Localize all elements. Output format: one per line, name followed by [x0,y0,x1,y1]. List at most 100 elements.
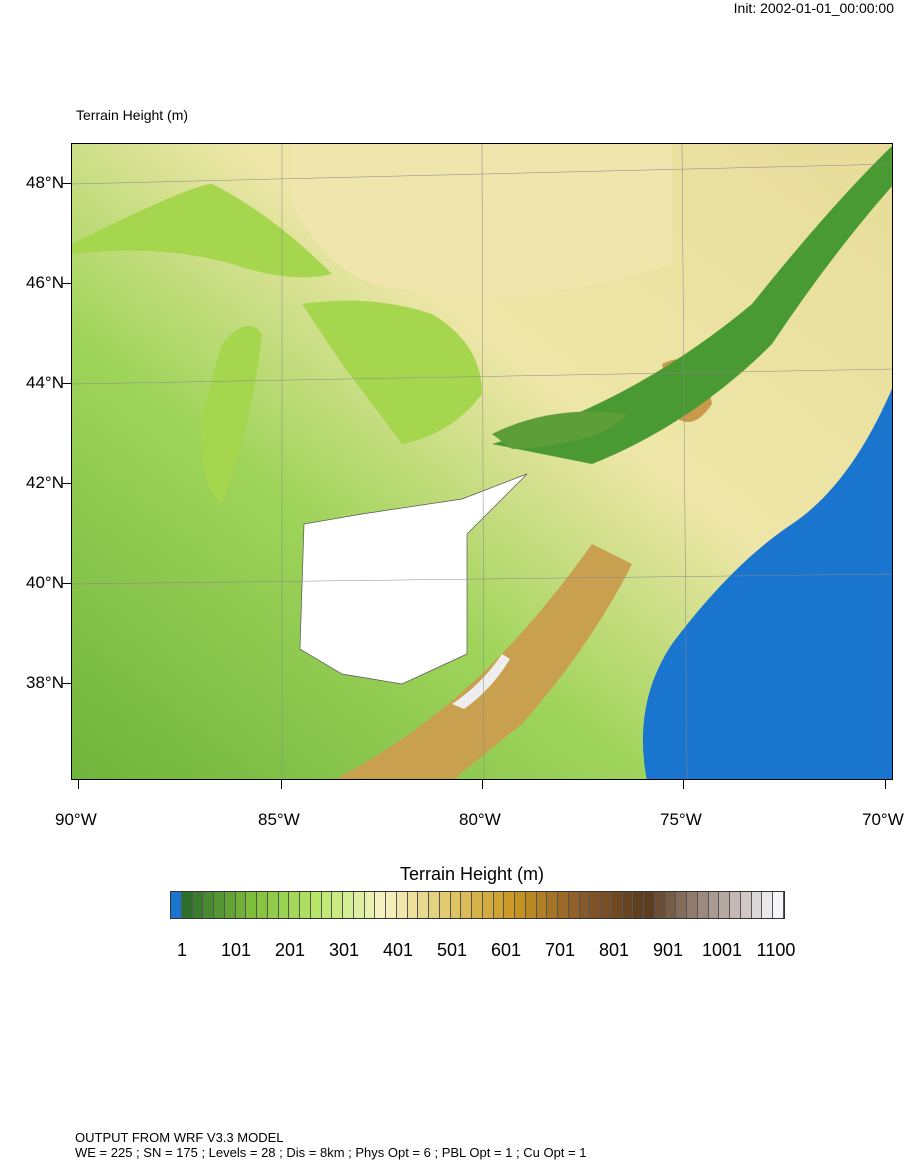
colorbar-box [472,892,483,918]
colorbar-box [310,892,322,918]
footer-model: OUTPUT FROM WRF V3.3 MODEL [75,1130,284,1145]
lat-label: 46°N [26,273,64,292]
colorbar-box [762,892,773,918]
terrain-map [71,143,893,780]
colorbar-box [407,892,419,918]
colorbar-box [740,892,752,918]
colorbar-label: 1001 [701,940,743,960]
colorbar-box [751,892,763,918]
lat-tick [62,283,71,284]
lon-label: 75°W [660,810,702,829]
colorbar-box [525,892,537,918]
footer-config: WE = 225 ; SN = 175 ; Levels = 28 ; Dis … [75,1145,587,1160]
lat-label: 42°N [26,473,64,492]
colorbar-box [375,892,386,918]
lon-tick [885,780,886,789]
colorbar-box [773,892,784,918]
colorbar-box [224,892,236,918]
colorbar-box [579,892,591,918]
colorbar-box [257,892,268,918]
appalachian-peak [452,654,510,709]
footer: OUTPUT FROM WRF V3.3 MODEL WE = 225 ; SN… [75,1130,586,1160]
colorbar-label: 201 [274,940,306,960]
colorbar-box [461,892,472,918]
colorbar-box [181,892,193,918]
lon-label: 80°W [459,810,501,829]
colorbar-box [235,892,247,918]
colorbar-box [568,892,580,918]
colorbar-box [203,892,214,918]
colorbar-box [730,892,741,918]
lon-tick [281,780,282,789]
lat-tick [62,683,71,684]
colorbar-label: 901 [652,940,684,960]
init-time-label: Init: 2002-01-01_00:00:00 [733,0,894,16]
colorbar-box [708,892,720,918]
lon-tick [78,780,79,789]
colorbar-box [611,892,623,918]
lon-tick [683,780,684,789]
colorbar-box [386,892,397,918]
colorbar-box [343,892,354,918]
colorbar-box [558,892,569,918]
lon-tick [482,780,483,789]
lat-tick [62,383,71,384]
appalachian-ridge [335,544,632,779]
colorbar-box [504,892,515,918]
colorbar-box [665,892,677,918]
colorbar-box [590,892,601,918]
colorbar-box [332,892,343,918]
lat-label: 44°N [26,373,64,392]
colorbar-box [719,892,730,918]
lake-huron [302,300,482,444]
colorbar-box [654,892,666,918]
colorbar-title: Terrain Height (m) [400,864,545,884]
lon-label: 85°W [258,810,300,829]
ohio-masked [299,473,528,685]
colorbar-box [429,892,440,918]
ocean [642,388,892,779]
colorbar-label: 801 [598,940,630,960]
lat-label: 38°N [26,673,64,692]
map-title: Terrain Height (m) [76,107,189,123]
colorbar-box [192,892,204,918]
colorbar-box [676,892,687,918]
lon-label: 70°W [862,810,904,829]
colorbar-box [601,892,612,918]
graticule [72,144,892,779]
colorbar-label: 101 [220,940,252,960]
colorbar-box [214,892,225,918]
colorbar-box [644,892,655,918]
colorbar-label: 601 [490,940,522,960]
colorbar-box [493,892,505,918]
lat-tick [62,483,71,484]
colorbar-box [547,892,558,918]
colorbar-box [396,892,408,918]
colorbar-box [633,892,644,918]
lat-label: 48°N [26,173,64,192]
lon-label: 90°W [55,810,97,829]
colorbar-box [622,892,634,918]
lat-tick [62,183,71,184]
lat-tick [62,583,71,584]
lake-ontario [492,411,627,449]
colorbar-box [450,892,462,918]
lat-label: 40°N [26,573,64,592]
colorbar-box [353,892,365,918]
colorbar-box [536,892,548,918]
colorbar-box [364,892,376,918]
colorbar-label: 301 [328,940,360,960]
colorbar-box [289,892,300,918]
colorbar-label: 701 [544,940,576,960]
colorbar-box [321,892,333,918]
colorbar-box [482,892,494,918]
colorbar-box [697,892,709,918]
colorbar [170,891,785,919]
colorbar-box [687,892,698,918]
colorbar-box [439,892,451,918]
colorbar-box [267,892,279,918]
colorbar-box [300,892,311,918]
colorbar-box [246,892,257,918]
lake-michigan [201,326,262,504]
colorbar-box [171,892,182,918]
